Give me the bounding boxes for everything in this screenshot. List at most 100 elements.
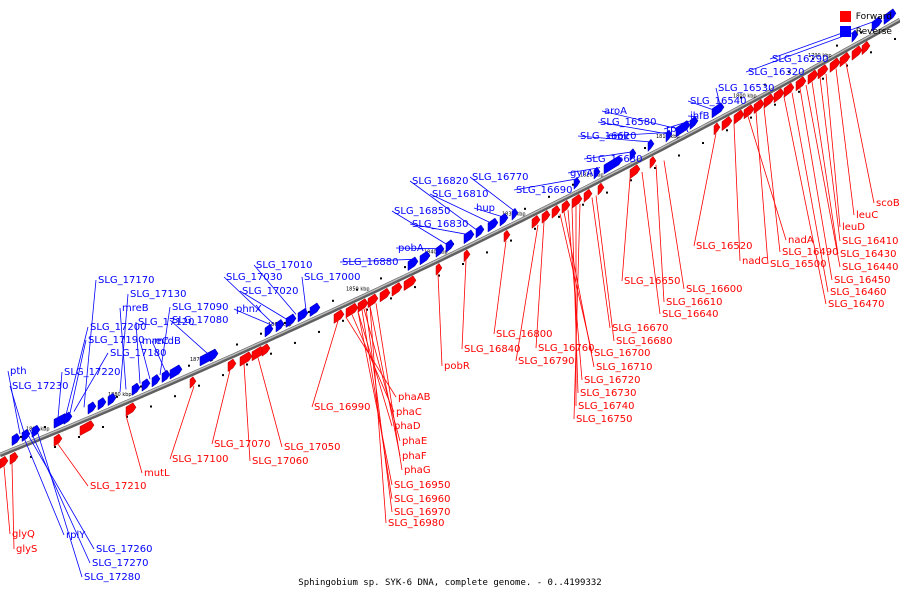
- reverse-gene-block: [883, 8, 897, 25]
- reverse-gene-label-leader: [301, 276, 307, 310]
- reverse-gene-label: SLG_17130: [130, 289, 186, 300]
- forward-gene-label: SLG_16790: [518, 356, 574, 367]
- forward-gene-label-leader: [655, 164, 665, 303]
- forward-gene-label: SLG_16450: [834, 275, 890, 286]
- tick-mark: [116, 395, 118, 398]
- reverse-gene-label: ihfB: [690, 111, 710, 122]
- reverse-gene-label: phnX: [236, 304, 262, 315]
- reverse-gene-block: [107, 392, 117, 407]
- reverse-gene-label-leader: [513, 178, 579, 191]
- forward-gene-label: phaC: [396, 407, 422, 418]
- tick-mark: [548, 195, 550, 198]
- forward-gene-label-leader: [835, 68, 855, 216]
- forward-gene-label-leader: [799, 88, 833, 281]
- tick-mark: [510, 239, 512, 242]
- forward-gene-block: [357, 298, 369, 313]
- forward-gene-block: [851, 45, 863, 61]
- forward-gene-label-leader: [257, 357, 283, 448]
- forward-gene-label-leader: [357, 311, 393, 486]
- forward-gene-label-leader: [493, 240, 507, 335]
- reverse-gene-labels: SLG_17280 SLG_17270 SLG_17260 rplY SLG_17230…: [7, 21, 875, 583]
- reverse-gene-label-leader: [473, 207, 503, 217]
- tick-mark: [294, 341, 296, 344]
- forward-gene-block: [53, 433, 63, 447]
- tick-mark: [846, 64, 848, 67]
- reverse-gene-block: [297, 308, 309, 323]
- reverse-gene-label-leader: [169, 319, 209, 355]
- tick-mark: [774, 103, 776, 106]
- forward-gene-label: SLG_16990: [314, 402, 370, 413]
- tick-mark: [860, 31, 862, 34]
- reverse-gene-label: SLG_17120: [138, 317, 194, 328]
- tick-mark: [126, 415, 128, 418]
- reverse-gene-label-leader: [7, 370, 21, 434]
- forward-gene-block: [571, 193, 583, 209]
- reverse-gene-block: [31, 424, 41, 438]
- forward-gene-label: SLG_16960: [394, 494, 450, 505]
- reverse-gene-label: hup: [476, 203, 495, 214]
- tick-mark: [332, 299, 334, 302]
- tick-mark: [198, 384, 200, 387]
- forward-gene-label: SLG_16490: [782, 247, 838, 258]
- forward-gene-label-leader: [641, 171, 661, 315]
- forward-gene-label: SLG_16970: [394, 507, 450, 518]
- tick-mark: [44, 426, 46, 428]
- reverse-gene-block: [141, 378, 151, 392]
- forward-gene-label-leader: [11, 463, 15, 550]
- reverse-gene-label-leader: [429, 193, 491, 223]
- tick-mark: [870, 51, 872, 54]
- forward-gene-label-leader: [783, 96, 827, 305]
- forward-gene-block: [227, 358, 237, 372]
- reverse-gene-label-leader: [135, 321, 141, 384]
- forward-gene-block: [773, 88, 785, 104]
- reverse-gene-label-leader: [391, 210, 447, 245]
- tick-mark: [174, 395, 176, 398]
- forward-gene-label-leader: [819, 77, 841, 242]
- reverse-gene-label-leader: [57, 371, 63, 419]
- forward-gene-block: [125, 402, 137, 417]
- tick-mark: [524, 207, 526, 210]
- reverse-gene-block: [871, 16, 883, 32]
- reverse-gene-label: SLG_17280: [84, 572, 140, 583]
- reverse-gene-block: [275, 319, 285, 333]
- reverse-gene-block: [169, 364, 183, 380]
- tick-mark: [188, 364, 190, 367]
- tick-mark: [414, 286, 416, 289]
- forward-gene-label: SLG_16650: [624, 276, 680, 287]
- reverse-gene-label: SLG_16630: [586, 154, 642, 165]
- forward-gene-label-leader: [733, 123, 741, 262]
- reverse-gene-label: SLG_17080: [172, 315, 228, 326]
- forward-gene-block: [345, 302, 359, 319]
- reverse-gene-label: SLG_17090: [172, 302, 228, 313]
- tick-mark: [270, 352, 272, 355]
- reverse-gene-label: SLG_16820: [412, 176, 468, 187]
- forward-gene-block: [839, 51, 851, 68]
- forward-gene-label: SLG_16640: [662, 309, 718, 320]
- forward-gene-label: SLG_16730: [580, 388, 636, 399]
- forward-gene-label-leader: [57, 443, 89, 487]
- forward-gene-label-leader: [791, 92, 829, 293]
- tick-mark: [678, 154, 680, 157]
- forward-gene-label: glyS: [16, 544, 37, 555]
- genome-backbone-highlight: [0, 18, 900, 455]
- reverse-gene-block: [593, 166, 601, 180]
- genome-backbone: [0, 18, 900, 458]
- forward-gene-label: SLG_16430: [840, 249, 896, 260]
- legend-reverse-label: Reverse: [855, 26, 892, 37]
- forward-gene-label-leader: [845, 62, 875, 204]
- reverse-gene-label: mreB: [122, 303, 149, 314]
- forward-gene-label: SLG_16840: [464, 344, 520, 355]
- reverse-gene-label: SLG_16770: [472, 172, 528, 183]
- reverse-gene-label: mreC: [142, 336, 169, 347]
- reverse-gene-label-leader: [583, 151, 631, 160]
- forward-gene-label: SLG_16740: [578, 401, 634, 412]
- reverse-gene-label-leader: [65, 326, 89, 415]
- tick-mark: [308, 310, 310, 313]
- forward-gene-label: phaD: [394, 421, 421, 432]
- tick-mark: [486, 251, 488, 254]
- legend-forward-label: Forward: [855, 11, 892, 22]
- tick-mark: [78, 436, 80, 438]
- forward-gene-label-leader: [825, 73, 841, 228]
